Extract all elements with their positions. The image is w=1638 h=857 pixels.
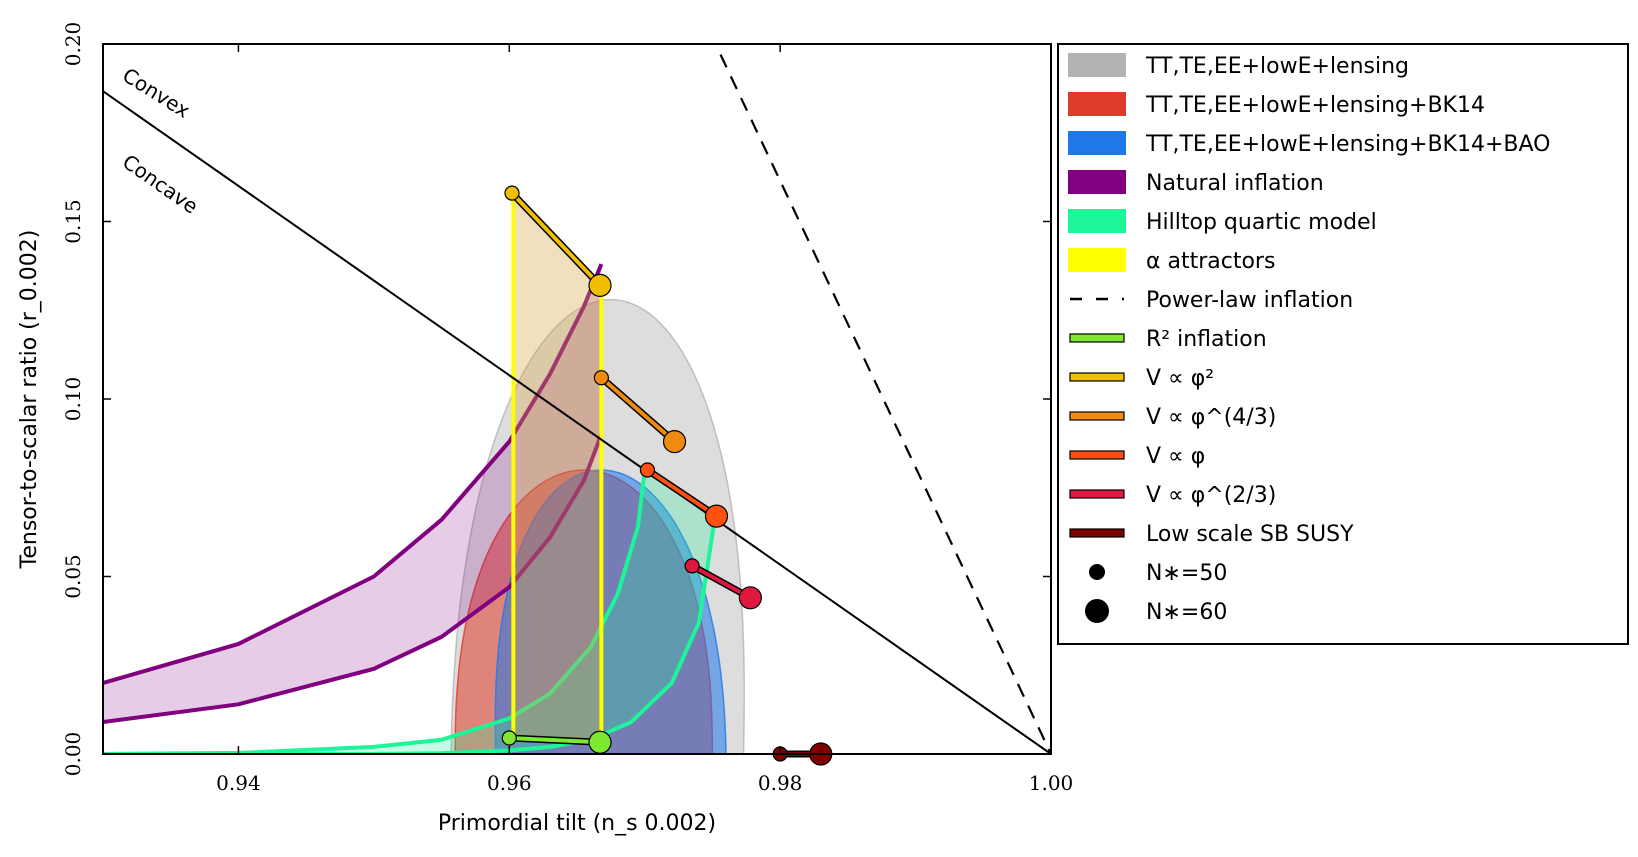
legend-label: TT,TE,EE+lowE+lensing+BK14 xyxy=(1145,93,1485,118)
model-segment-1 xyxy=(509,736,601,745)
y-axis-label: Tensor-to-scalar ratio (r_0.002) xyxy=(17,230,42,570)
x-axis-label: Primordial tilt (n_s 0.002) xyxy=(438,811,716,836)
model-point-n60-3 xyxy=(662,430,687,454)
x-tick-label: 0.96 xyxy=(487,771,532,795)
legend-patch xyxy=(1068,53,1126,77)
plot-area xyxy=(103,54,1051,754)
y-tick-label: 0.20 xyxy=(61,22,85,67)
power-law-line xyxy=(719,54,1051,754)
legend-label: V ∝ φ^(4/3) xyxy=(1146,405,1276,430)
legend-dot-small xyxy=(1089,564,1105,580)
legend-label: Power-law inflation xyxy=(1146,288,1353,313)
model-point-n60-5 xyxy=(738,586,762,610)
model-point-n50-3 xyxy=(593,370,609,386)
legend-label: R² inflation xyxy=(1146,327,1267,352)
legend-label: V ∝ φ^(2/3) xyxy=(1146,483,1276,508)
natural-band-fill xyxy=(103,264,602,723)
legend-box xyxy=(1057,43,1629,645)
legend-patch xyxy=(1068,131,1126,155)
model-segment-2 xyxy=(510,191,602,287)
legend-line xyxy=(1069,372,1125,382)
legend-label: α attractors xyxy=(1146,249,1275,274)
marker-layer xyxy=(501,185,833,766)
x-tick-label: 0.98 xyxy=(758,771,803,795)
legend-line xyxy=(1069,411,1125,421)
x-tick-label: 0.94 xyxy=(216,771,261,795)
legend: TT,TE,EE+lowE+lensing TT,TE,EE+lowE+lensi… xyxy=(1057,43,1629,645)
model-point-n50-5 xyxy=(684,558,700,574)
legend-label: TT,TE,EE+lowE+lensing+BK14+BAO xyxy=(1145,132,1550,157)
y-tick-label: 0.10 xyxy=(61,377,85,422)
legend-dot-large xyxy=(1085,599,1109,623)
model-point-n50-1 xyxy=(501,730,517,746)
legend-label: TT,TE,EE+lowE+lensing xyxy=(1145,54,1409,79)
legend-label: N∗=60 xyxy=(1146,600,1227,625)
model-point-n60-4 xyxy=(704,504,729,528)
legend-patch xyxy=(1068,170,1126,194)
legend-patch xyxy=(1068,92,1126,116)
legend-label: Hilltop quartic model xyxy=(1146,210,1377,235)
axes: 0.94 0.96 0.98 1.00 0.00 0.05 0.10 0.15 0.20 Prim… xyxy=(17,22,1073,836)
y-tick-label: 0.15 xyxy=(61,199,85,244)
legend-line xyxy=(1069,528,1125,538)
legend-patch xyxy=(1068,209,1126,233)
legend-label: Low scale SB SUSY xyxy=(1146,522,1354,547)
legend-patch xyxy=(1068,248,1126,272)
legend-label: V ∝ φ xyxy=(1146,444,1205,469)
legend-line xyxy=(1069,450,1125,460)
x-tick-label: 1.00 xyxy=(1029,771,1074,795)
legend-line xyxy=(1069,333,1125,343)
y-tick-label: 0.00 xyxy=(61,732,85,777)
hilltop-upper-line xyxy=(103,469,647,754)
legend-label: V ∝ φ² xyxy=(1146,366,1214,391)
alpha-attractor-fill xyxy=(513,193,602,743)
y-tick-label: 0.05 xyxy=(61,554,85,599)
hilltop-lower-line xyxy=(103,515,718,754)
legend-label: N∗=50 xyxy=(1146,561,1227,586)
model-point-n60-2 xyxy=(588,273,612,297)
model-segment-3 xyxy=(600,376,676,444)
annotation-concave: Concave xyxy=(118,149,202,218)
natural-lower-line xyxy=(103,433,604,725)
hilltop-band-fill xyxy=(103,470,716,754)
natural-upper-line xyxy=(103,263,604,685)
model-point-n50-4 xyxy=(639,462,656,478)
model-point-n60-1 xyxy=(588,730,612,754)
annotation-convex: Convex xyxy=(118,63,194,123)
model-segment-4 xyxy=(646,468,718,518)
legend-label: Natural inflation xyxy=(1146,171,1324,196)
model-point-n50-2 xyxy=(504,185,520,201)
convex-concave-line xyxy=(103,90,1051,754)
legend-line xyxy=(1069,489,1125,499)
